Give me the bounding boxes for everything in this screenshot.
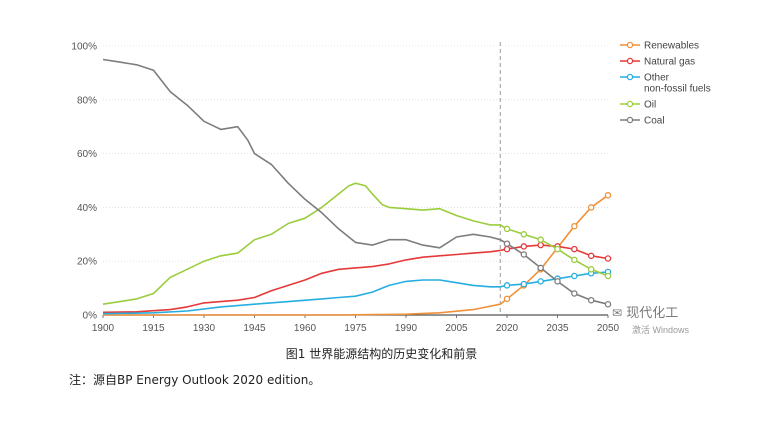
data-point-coal [604, 300, 612, 308]
data-point-natural-gas [571, 245, 578, 253]
x-tick-label: 1900 [92, 323, 115, 334]
legend-marker-renewables [626, 41, 634, 49]
legend-marker-oil [626, 100, 634, 108]
data-point-natural-gas [587, 252, 595, 260]
y-tick-label: 80% [77, 95, 97, 106]
legend-label-other-non-fossil-fuels: Other [644, 73, 670, 84]
data-point-other-non-fossil-fuels [520, 280, 528, 288]
data-point-other-non-fossil-fuels [571, 272, 578, 280]
data-point-oil [520, 231, 528, 238]
series-line-natural-gas [102, 249, 501, 314]
data-point-coal [571, 290, 578, 297]
watermark-sub-text: 激活 Windows [632, 325, 690, 335]
source-note: 注：源自BP Energy Outlook 2020 edition。 [69, 373, 321, 387]
legend-label-coal: Coal [644, 116, 665, 127]
data-point-other-non-fossil-fuels [503, 282, 511, 289]
data-point-coal [554, 278, 561, 285]
series-line-other-non-fossil-fuels [102, 279, 501, 315]
data-point-oil [537, 236, 544, 243]
data-point-natural-gas [537, 241, 544, 249]
legend-marker-natural-gas [626, 57, 634, 65]
y-tick-label: 0% [83, 311, 98, 322]
legend-label-other-non-fossil-fuels: non-fossil fuels [644, 84, 711, 95]
legend-label-renewables: Renewables [644, 41, 699, 52]
data-point-renewables [604, 192, 612, 199]
series-line-oil [102, 182, 501, 305]
x-tick-label: 1975 [344, 323, 367, 334]
watermark-logo-text: 现代化工 [626, 306, 679, 321]
series-line-coal [102, 58, 501, 249]
x-tick-label: 1945 [243, 323, 266, 334]
x-tick-label: 2035 [546, 323, 569, 334]
data-point-coal [587, 296, 595, 304]
y-tick-label: 100% [71, 42, 97, 53]
data-point-oil [571, 256, 578, 264]
energy-mix-chart: 0% 20% 40% 60% 80% 100% 1900 1915 1930 1945 1960 19… [71, 41, 711, 335]
data-point-coal [503, 240, 511, 247]
data-point-natural-gas [520, 243, 528, 250]
data-point-natural-gas [503, 245, 511, 253]
data-point-other-non-fossil-fuels [537, 278, 544, 285]
figure-caption: 图1 世界能源结构的历史变化和前景 [285, 347, 478, 361]
x-tick-label: 1915 [142, 323, 165, 334]
legend-label-oil: Oil [644, 100, 656, 111]
data-point-coal [520, 251, 528, 258]
x-tick-label: 1990 [395, 323, 418, 334]
wechat-icon: ✉ [612, 306, 623, 320]
legend-marker-coal [626, 116, 634, 124]
data-point-renewables [587, 204, 595, 211]
legend-marker-other-non-fossil-fuels [626, 73, 634, 81]
legend-label-natural-gas: Natural gas [644, 57, 695, 68]
series-projection-renewables [499, 194, 609, 305]
data-point-oil [554, 245, 561, 253]
data-point-oil [604, 272, 612, 280]
data-point-renewables [503, 295, 511, 303]
x-tick-label: 1960 [294, 323, 317, 334]
data-point-oil [587, 266, 595, 273]
data-point-coal [537, 264, 544, 272]
x-tick-label: 2020 [496, 323, 519, 334]
y-tick-label: 40% [77, 203, 97, 214]
y-tick-label: 20% [77, 257, 97, 268]
data-point-natural-gas [604, 255, 612, 262]
x-tick-label: 1930 [193, 323, 216, 334]
y-tick-label: 60% [77, 149, 97, 160]
watermark-logo: ✉ 现代化工 [612, 302, 678, 321]
data-point-renewables [571, 222, 578, 230]
data-point-oil [503, 225, 511, 233]
x-tick-label: 2005 [445, 323, 468, 334]
series-line-renewables [103, 303, 501, 316]
x-tick-label: 2050 [597, 323, 620, 334]
